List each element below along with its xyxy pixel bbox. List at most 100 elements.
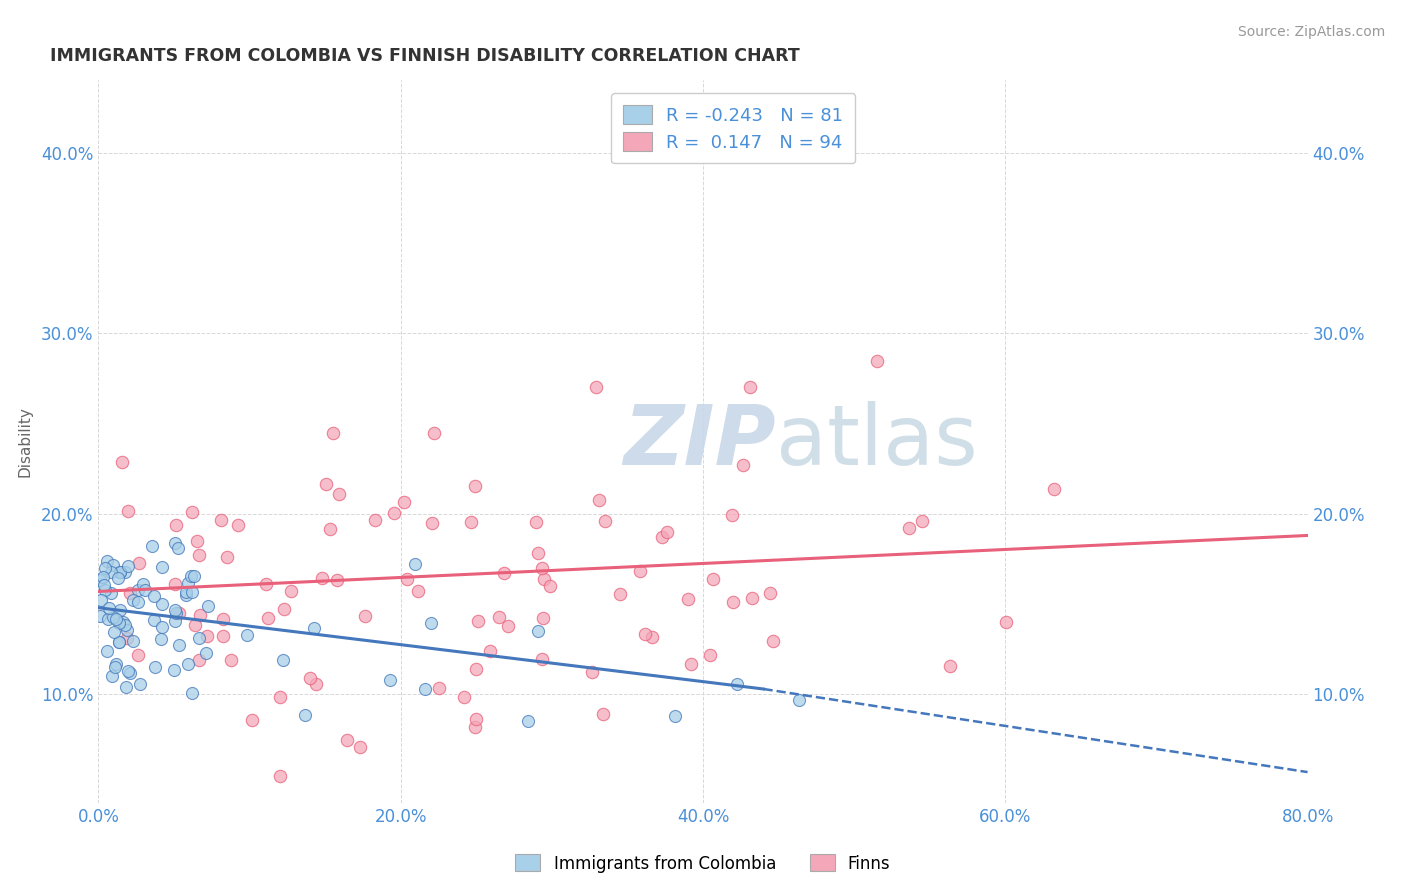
Point bbox=[107, 615, 129, 630]
Point bbox=[240, 713, 263, 727]
Point bbox=[738, 380, 761, 394]
Point bbox=[655, 524, 678, 539]
Point bbox=[180, 686, 202, 700]
Text: Source: ZipAtlas.com: Source: ZipAtlas.com bbox=[1237, 25, 1385, 39]
Point bbox=[294, 707, 316, 722]
Point bbox=[169, 606, 191, 620]
Point bbox=[273, 602, 295, 616]
Point bbox=[129, 677, 152, 691]
Point bbox=[865, 354, 887, 368]
Point bbox=[128, 556, 150, 570]
Point bbox=[531, 610, 554, 624]
Point bbox=[114, 618, 136, 632]
Point bbox=[177, 576, 200, 591]
Point bbox=[741, 591, 763, 605]
Point bbox=[898, 521, 921, 535]
Point bbox=[167, 638, 190, 652]
Point bbox=[108, 603, 131, 617]
Point bbox=[609, 587, 631, 601]
Point bbox=[127, 583, 149, 598]
Point bbox=[453, 690, 475, 705]
Point bbox=[134, 582, 156, 597]
Point bbox=[188, 631, 211, 645]
Point bbox=[127, 648, 149, 662]
Point bbox=[731, 458, 754, 472]
Point bbox=[758, 586, 780, 600]
Point bbox=[527, 546, 550, 560]
Point bbox=[664, 708, 686, 723]
Point bbox=[90, 593, 112, 607]
Point bbox=[115, 680, 138, 694]
Point bbox=[382, 506, 405, 520]
Point bbox=[108, 635, 131, 649]
Point bbox=[115, 623, 138, 637]
Point bbox=[479, 644, 502, 658]
Point bbox=[271, 653, 294, 667]
Point bbox=[319, 522, 342, 536]
Point bbox=[180, 568, 202, 582]
Point bbox=[256, 611, 278, 625]
Point bbox=[127, 595, 149, 609]
Point bbox=[97, 612, 120, 626]
Point bbox=[269, 690, 291, 704]
Point bbox=[349, 740, 371, 755]
Point bbox=[423, 425, 446, 440]
Text: IMMIGRANTS FROM COLOMBIA VS FINNISH DISABILITY CORRELATION CHART: IMMIGRANTS FROM COLOMBIA VS FINNISH DISA… bbox=[51, 47, 800, 65]
Point bbox=[150, 620, 173, 634]
Point bbox=[100, 565, 122, 579]
Point bbox=[420, 616, 443, 631]
Point bbox=[336, 733, 359, 747]
Point bbox=[183, 569, 205, 583]
Point bbox=[588, 493, 610, 508]
Point bbox=[167, 541, 190, 556]
Point bbox=[641, 630, 664, 644]
Point bbox=[298, 671, 321, 685]
Point bbox=[141, 539, 163, 553]
Point bbox=[197, 599, 219, 613]
Point bbox=[165, 536, 187, 550]
Point bbox=[219, 653, 242, 667]
Point bbox=[305, 677, 328, 691]
Point bbox=[104, 657, 127, 672]
Point bbox=[103, 625, 125, 640]
Point bbox=[211, 629, 233, 643]
Point bbox=[1042, 482, 1064, 496]
Point bbox=[460, 515, 482, 529]
Point bbox=[226, 517, 249, 532]
Point bbox=[177, 657, 200, 671]
Point bbox=[115, 631, 138, 645]
Point bbox=[117, 504, 139, 518]
Point bbox=[117, 664, 139, 678]
Point bbox=[353, 608, 375, 623]
Legend: R = -0.243   N = 81, R =  0.147   N = 94: R = -0.243 N = 81, R = 0.147 N = 94 bbox=[612, 93, 855, 163]
Point bbox=[104, 612, 127, 626]
Point bbox=[488, 610, 510, 624]
Point bbox=[112, 615, 135, 629]
Point bbox=[163, 577, 186, 591]
Point bbox=[406, 583, 429, 598]
Point bbox=[530, 652, 553, 666]
Point bbox=[465, 662, 488, 676]
Point bbox=[184, 618, 207, 632]
Point bbox=[304, 621, 326, 635]
Point bbox=[939, 658, 962, 673]
Point bbox=[524, 515, 547, 529]
Point bbox=[395, 572, 418, 586]
Point bbox=[120, 666, 142, 681]
Point bbox=[533, 573, 555, 587]
Point bbox=[187, 548, 209, 562]
Point bbox=[592, 706, 614, 721]
Point bbox=[322, 425, 344, 440]
Point bbox=[517, 714, 540, 729]
Point bbox=[326, 574, 349, 588]
Point bbox=[280, 583, 302, 598]
Point bbox=[163, 664, 186, 678]
Point bbox=[149, 632, 172, 646]
Point bbox=[581, 665, 603, 680]
Point bbox=[420, 516, 443, 530]
Point bbox=[186, 534, 208, 549]
Point bbox=[527, 624, 550, 639]
Point bbox=[142, 613, 165, 627]
Point bbox=[165, 517, 187, 532]
Point bbox=[96, 554, 118, 568]
